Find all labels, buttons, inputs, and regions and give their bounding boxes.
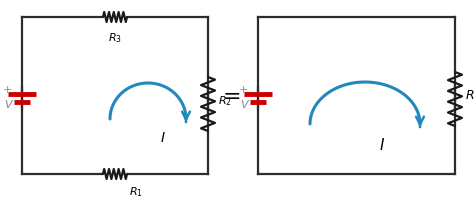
Text: =: = (223, 87, 241, 106)
Text: $I$: $I$ (379, 136, 385, 152)
Text: $R_2$: $R_2$ (218, 94, 232, 107)
Text: V: V (240, 100, 248, 109)
Text: $R_3$: $R_3$ (108, 31, 122, 45)
Text: $R_s$: $R_s$ (465, 88, 474, 103)
Text: +: + (3, 85, 12, 95)
Text: +: + (238, 85, 248, 95)
Text: V: V (4, 100, 12, 109)
Text: $I$: $I$ (160, 130, 166, 144)
Text: $R_1$: $R_1$ (129, 184, 143, 198)
